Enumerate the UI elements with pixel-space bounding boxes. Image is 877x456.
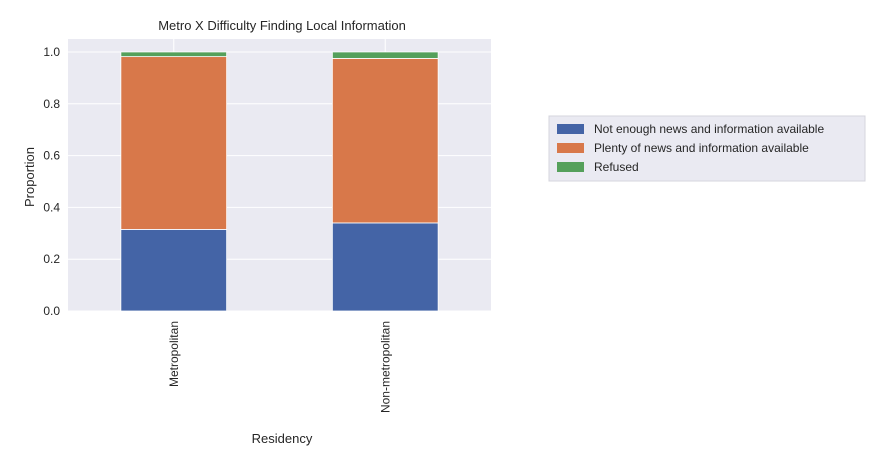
- legend-label: Not enough news and information availabl…: [594, 122, 824, 136]
- bar-segment: [331, 58, 439, 224]
- y-tick-label: 1.0: [43, 45, 60, 59]
- y-axis-label: Proportion: [22, 147, 37, 207]
- x-tick-label: Metropolitan: [167, 321, 181, 387]
- legend: Not enough news and information availabl…: [548, 115, 866, 182]
- chart-title: Metro X Difficulty Finding Local Informa…: [158, 18, 406, 33]
- y-tick-label: 0.6: [43, 149, 60, 163]
- legend-swatch: [557, 124, 584, 134]
- legend-swatch: [557, 143, 584, 153]
- bar-segment: [120, 228, 228, 312]
- legend-swatch: [557, 162, 584, 172]
- bar-segment: [331, 222, 439, 312]
- y-tick-label: 0.2: [43, 252, 60, 266]
- x-tick-label: Non-metropolitan: [378, 321, 392, 413]
- y-tick-label: 0.8: [43, 97, 60, 111]
- y-tick-label: 0.0: [43, 304, 60, 318]
- x-tick-labels: Metropolitan Non-metropolitan: [167, 321, 393, 413]
- y-tick-labels: 0.0 0.2 0.4 0.6 0.8 1.0: [43, 45, 60, 318]
- bar-segment: [120, 51, 228, 58]
- legend-label: Plenty of news and information available: [594, 141, 809, 155]
- legend-box: [548, 115, 866, 182]
- y-tick-label: 0.4: [43, 200, 60, 214]
- bar-segment: [120, 56, 228, 230]
- bar-segment: [331, 51, 439, 59]
- bars: [120, 51, 439, 312]
- x-axis-label: Residency: [252, 431, 313, 446]
- legend-label: Refused: [594, 160, 639, 174]
